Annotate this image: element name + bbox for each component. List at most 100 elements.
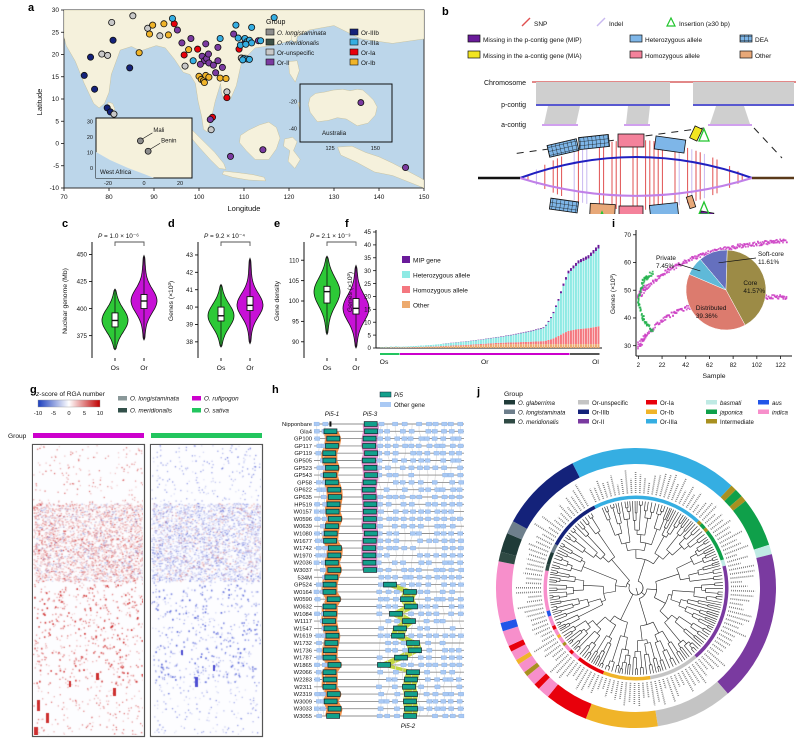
leaf-label-texture [595, 479, 605, 500]
curve-point [648, 332, 650, 335]
bar-segment [412, 347, 415, 348]
curve-point [643, 289, 645, 291]
other-gene-box [392, 443, 399, 448]
legend-swatch [646, 419, 657, 424]
leaf-label-texture [525, 577, 542, 581]
x-category: Or [352, 365, 360, 372]
other-gene-box [457, 531, 463, 536]
other-gene-box [424, 458, 431, 463]
x-tick: 150 [419, 194, 430, 201]
bar-segment [405, 347, 407, 348]
curve-point [644, 334, 646, 336]
bar-segment [570, 268, 572, 271]
x-tick: 140 [374, 194, 385, 201]
y-tick: 15 [52, 74, 60, 81]
y-axis-label: Genes (×10³) [347, 272, 354, 312]
leaf-label-texture [630, 478, 633, 494]
bar-segment [452, 342, 455, 346]
inset-point [144, 147, 152, 155]
inset-x-tick: 150 [371, 146, 380, 152]
other-gene-box [448, 597, 454, 602]
bar-segment [567, 330, 570, 345]
pi5-2-box [404, 705, 418, 712]
bar-segment [595, 250, 597, 327]
bar-segment [597, 248, 600, 327]
other-gene-box [378, 626, 384, 631]
other-gene-box [457, 443, 464, 448]
leaf-label-texture [565, 496, 579, 514]
row-label: 534M [297, 575, 312, 581]
leaf-label-texture [566, 662, 579, 677]
row-label: W3033 [294, 707, 312, 713]
p-value: P = 9.2 × 10⁻⁴ [204, 233, 245, 240]
legend-title: Group [266, 19, 286, 26]
x-tick: 22 [659, 362, 666, 369]
bar-segment [500, 342, 502, 345]
curve-point [671, 267, 674, 270]
other-gene-box [449, 648, 455, 653]
legend-label: O. glaberrima [518, 400, 556, 407]
leaf-label-texture [730, 575, 755, 580]
curve-point [765, 297, 768, 300]
curve-point [740, 246, 743, 249]
other-gene-box [425, 611, 432, 616]
bar-segment [560, 291, 562, 294]
map-point-Ib [135, 49, 143, 57]
map-point-IIIb [87, 53, 95, 61]
leaf-label-texture [678, 490, 687, 504]
row-label: Gla4 [300, 429, 313, 435]
bar-segment [440, 346, 442, 348]
panel-h: Pi5 Other gene Pi5-1 Pi5-3 Nipponbare Gla4 GP1… [272, 386, 468, 742]
other-gene-box [409, 524, 416, 529]
bar-segment [510, 335, 512, 343]
curve-point [647, 283, 650, 286]
other-gene-box [376, 589, 382, 594]
curve-point [775, 238, 778, 241]
heatmap-border-left [31, 443, 146, 738]
outer-ring-segment [538, 677, 558, 697]
other-gene-box [377, 706, 384, 711]
bar-segment [552, 313, 555, 339]
curve-point [772, 294, 775, 296]
other-gene-box [418, 560, 425, 565]
curve-point [641, 338, 644, 341]
map-point-unspecific [110, 110, 118, 118]
other-gene-box [440, 436, 447, 441]
panel-h-label: h [272, 384, 279, 396]
other-gene-box [392, 640, 399, 646]
pi5-1-box [326, 435, 341, 442]
curve-point [674, 312, 676, 314]
legend-label: Other [413, 303, 430, 310]
legend-label: Other gene [394, 402, 426, 409]
map-point-IIIa [232, 21, 240, 29]
curve-point [672, 315, 674, 317]
leaf-label-texture [527, 595, 542, 598]
leaf-label-texture [682, 485, 695, 506]
curve-point [753, 245, 755, 247]
bar-segment [467, 344, 470, 346]
pi5-3-box [362, 538, 377, 544]
col-label-pi5-3: Pi5-3 [363, 411, 378, 418]
other-gene-box [426, 421, 432, 427]
map-point-unspecific [223, 88, 231, 96]
other-gene-box [401, 546, 408, 551]
pie-label: Private [656, 255, 676, 262]
leaf-label-texture [730, 597, 750, 602]
other-gene-box [314, 516, 321, 521]
bar-segment [477, 344, 480, 346]
leaf-label-texture [712, 643, 724, 653]
curve-point [715, 249, 718, 251]
map-point-II [178, 39, 186, 47]
map-point-Ia [194, 45, 202, 53]
pi5-1-box [325, 465, 339, 471]
p-bracket [220, 241, 251, 246]
other-gene-box [448, 473, 454, 478]
other-gene-box [408, 575, 414, 580]
other-gene-box [434, 487, 441, 492]
bar-segment [592, 253, 595, 328]
other-gene-box [408, 662, 414, 667]
panel-b-label: b [442, 6, 449, 18]
curve-point [720, 248, 722, 250]
leaf-label-texture [654, 680, 661, 702]
bar-segment [497, 344, 500, 348]
